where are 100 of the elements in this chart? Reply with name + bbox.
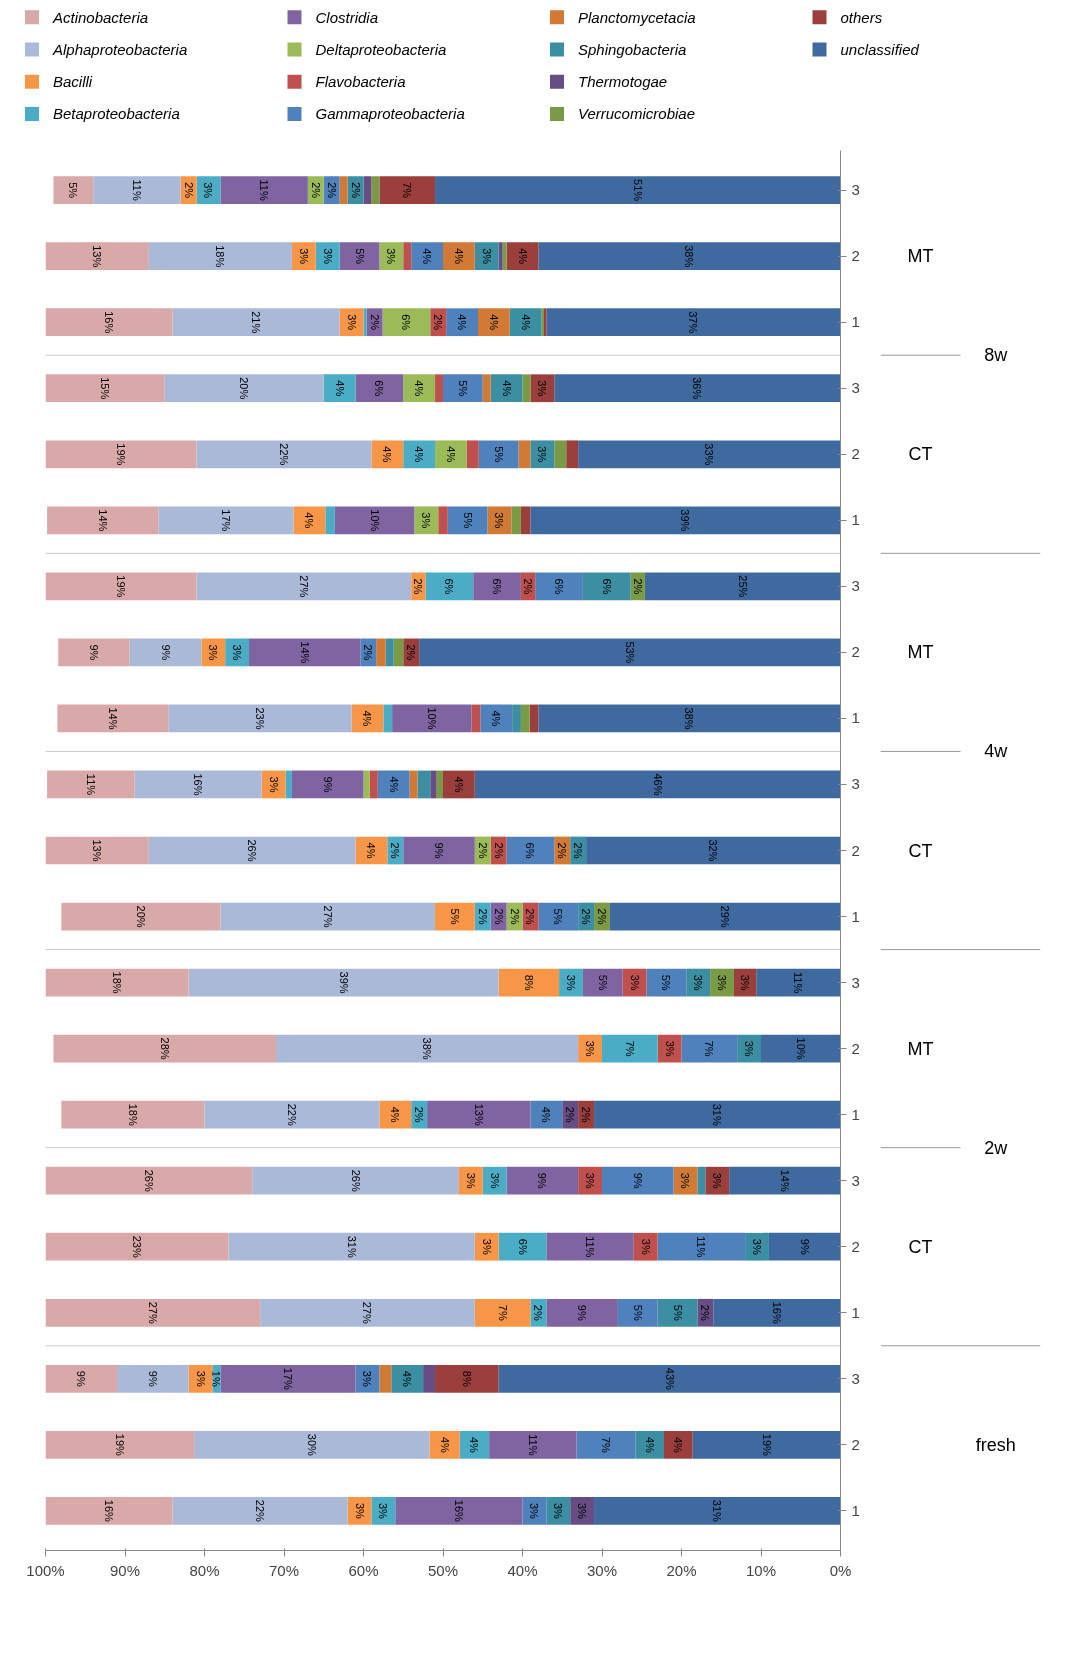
data-label: 3% [552, 1502, 565, 1520]
data-label: 4% [438, 1436, 451, 1454]
data-label: 5% [461, 512, 474, 529]
data-label: 15% [99, 377, 112, 400]
data-label: 3% [751, 1238, 764, 1255]
data-label: 18% [126, 1103, 139, 1126]
bar [45, 1430, 195, 1459]
data-label: 38% [683, 245, 696, 268]
data-label: 19% [113, 1433, 126, 1457]
data-label: 2% [580, 1106, 593, 1123]
data-label: 3% [584, 1040, 597, 1057]
bar [657, 1298, 698, 1327]
bar [657, 1232, 746, 1261]
data-label: 31% [345, 1235, 358, 1258]
bar [546, 1232, 634, 1261]
data-label: 2% [412, 578, 425, 595]
x-tick-label: 90% [109, 1561, 141, 1579]
data-label: 10% [368, 509, 381, 532]
data-label: 2% [362, 644, 375, 661]
bar [369, 770, 378, 799]
bar [45, 1166, 253, 1195]
bar [45, 1298, 261, 1327]
bar [681, 1034, 738, 1063]
y-tick-label: 2 [851, 1237, 860, 1255]
y-tick-label: 3 [851, 379, 860, 397]
bar [45, 1364, 118, 1393]
data-label: 2% [631, 578, 644, 595]
bar [635, 1430, 665, 1459]
data-label: 26% [142, 1169, 155, 1192]
data-label: 16% [103, 311, 116, 334]
bar [47, 770, 135, 799]
bar [45, 308, 173, 337]
y-tick-label: 2 [851, 841, 860, 859]
y-tick-label: 2 [851, 1039, 860, 1057]
data-label: 5% [353, 248, 366, 265]
data-label: 19% [115, 443, 128, 466]
bar [393, 638, 404, 667]
bar [506, 1166, 579, 1195]
data-label: 10% [794, 1037, 807, 1060]
legend-label: Actinobacteria [52, 8, 149, 26]
bar [602, 1166, 674, 1195]
text: 8w [984, 345, 1009, 366]
data-label: 1% [210, 1370, 223, 1387]
y-tick-label: 1 [851, 1303, 860, 1321]
data-label: 37% [687, 311, 700, 334]
y-tick-label: 2 [851, 445, 860, 463]
y-tick-label: 3 [851, 973, 860, 991]
data-label: 11% [258, 179, 271, 201]
data-label: 31% [711, 1103, 724, 1126]
y-tick-label: 1 [851, 709, 860, 727]
y-tick-label: 3 [851, 775, 860, 793]
data-label: 3% [480, 1238, 493, 1255]
bar [339, 242, 380, 271]
data-label: 4% [421, 248, 434, 265]
data-label: 11% [130, 179, 143, 201]
bar [538, 704, 841, 733]
bar [53, 1034, 277, 1063]
data-label: 20% [238, 377, 251, 400]
data-label: 9% [75, 1370, 88, 1387]
data-label: 16% [452, 1499, 465, 1523]
bar [729, 1166, 841, 1195]
legend-label: Bacilli [53, 73, 93, 91]
data-label: 17% [219, 509, 232, 532]
bar [129, 638, 202, 667]
bar [188, 968, 499, 997]
bar [291, 770, 364, 799]
data-label: 11% [84, 773, 97, 796]
data-label: 3% [385, 248, 398, 265]
data-label: 22% [254, 1499, 267, 1523]
y-tick-label: 2 [851, 1435, 860, 1453]
data-label: 5% [552, 908, 565, 925]
data-label: 30% [305, 1433, 318, 1457]
data-label: 23% [254, 707, 267, 730]
legend-label: unclassified [840, 41, 920, 58]
bar [566, 440, 579, 469]
data-label: 5% [671, 1304, 684, 1321]
data-label: 22% [285, 1103, 298, 1126]
bar [554, 374, 841, 403]
data-label: 9% [576, 1304, 589, 1321]
bar [376, 638, 386, 667]
data-label: 3% [377, 1502, 390, 1520]
bar [45, 572, 197, 601]
data-label: 9% [798, 1238, 811, 1255]
legend-label: Flavobacteria [315, 73, 406, 91]
bar [509, 308, 542, 337]
text: 2w [984, 1137, 1009, 1158]
bar [554, 440, 567, 469]
bar [459, 1430, 490, 1459]
text: MT [907, 1038, 934, 1059]
data-label: 2% [492, 842, 505, 859]
bar [220, 1364, 356, 1393]
data-label: 11% [526, 1434, 539, 1456]
bar [419, 638, 841, 667]
data-label: 14% [107, 707, 120, 730]
x-tick-label: 70% [268, 1561, 300, 1579]
bar [478, 440, 519, 469]
data-label: 2% [309, 182, 322, 199]
data-label: 19% [760, 1433, 773, 1457]
data-label: 9% [88, 644, 100, 661]
bar [435, 176, 841, 204]
